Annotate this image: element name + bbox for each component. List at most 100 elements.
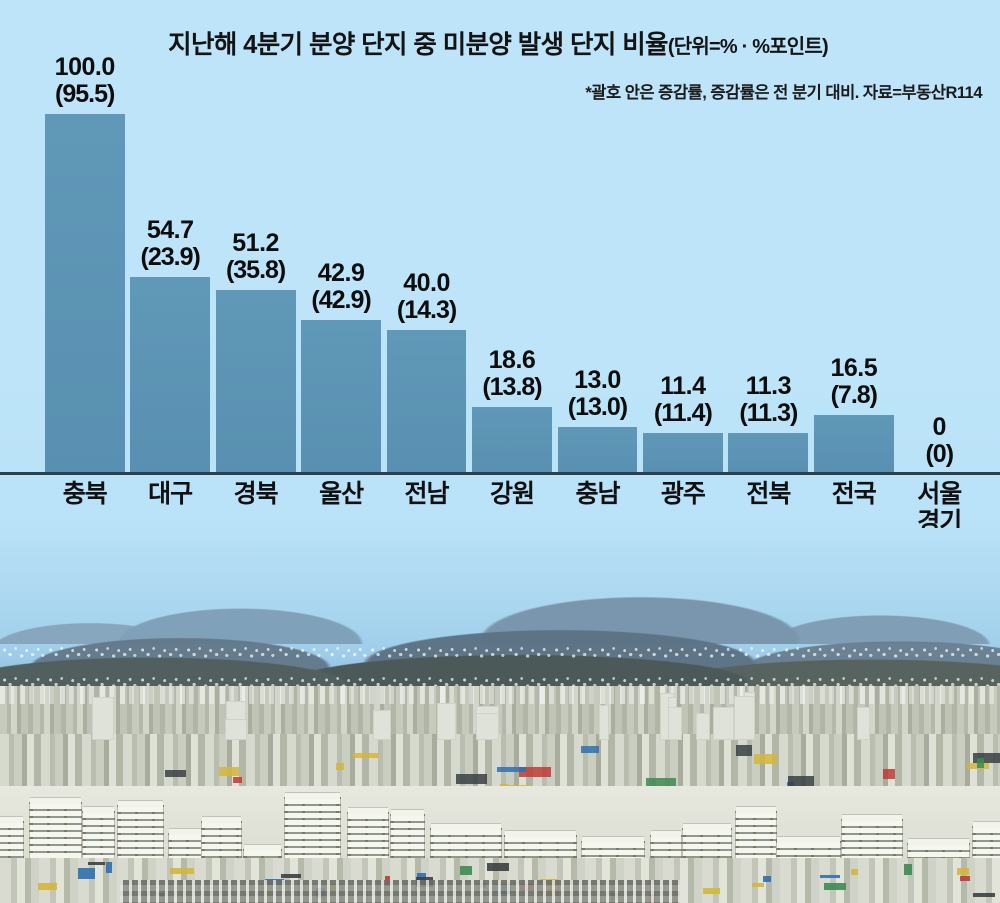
bar-value-number: 100.0 (54, 53, 116, 81)
x-axis-category-label: 광주 (660, 480, 706, 508)
x-axis-category-label: 전남 (404, 480, 450, 508)
bar-group: 13.0 (13.0) (557, 0, 638, 474)
x-axis-line (0, 472, 1000, 475)
x-axis-category-label: 충북 (62, 480, 108, 508)
bar-change-number: (13.8) (482, 373, 542, 401)
bar-value-label: 18.6 (13.8) (482, 347, 542, 401)
bar-울산[interactable] (301, 320, 382, 474)
x-axis-category-label: 울산 (319, 480, 364, 508)
building-signage (787, 776, 814, 787)
storefront-signage (38, 882, 57, 890)
bar-change-number: (11.3) (739, 399, 798, 427)
chart-area: 지난해 4분기 분양 단지 중 미분양 발생 단지 비율(단위=% · %포인트… (0, 0, 1000, 564)
bar-value-number: 54.7 (146, 216, 194, 244)
bar-value-label: 0 (0) (925, 414, 954, 468)
apartment-roof (842, 814, 902, 822)
chart-title-unit: (단위=% · %포인트) (667, 36, 829, 58)
mid-city-tower (696, 713, 711, 740)
building-signage (581, 746, 600, 753)
storefront-signage (960, 875, 970, 882)
building-signage (455, 773, 487, 785)
building-signage (976, 757, 985, 769)
bar-전국[interactable] (813, 415, 894, 474)
bar-value-label: 13.0 (13.0) (567, 367, 628, 421)
mid-city-tower (91, 696, 115, 740)
building-signage (496, 767, 526, 772)
parking-lot (120, 880, 680, 903)
building-signage (883, 768, 895, 779)
bar-change-number: (42.9) (311, 286, 371, 314)
storefront-signage (824, 882, 847, 891)
building-signage (335, 762, 345, 770)
bar-충북[interactable] (44, 114, 125, 474)
mid-city-tower (599, 705, 610, 740)
bar-group: 18.6 (13.8) (472, 0, 552, 474)
mid-city-tower (668, 706, 682, 740)
storefront-signage (702, 888, 720, 895)
bar-value-label: 11.4 (11.4) (654, 372, 713, 427)
bar-경북[interactable] (215, 290, 296, 474)
mid-city-tower (224, 718, 248, 740)
bar-value-label: 40.0 (14.3) (397, 269, 457, 324)
bar-group: 42.9 (42.9) (301, 0, 382, 474)
bar-value-label: 16.5 (7.8) (830, 354, 878, 409)
mid-city-tower (856, 707, 870, 740)
apartment-roof (29, 796, 81, 804)
page-title: 지난해 4분기 분양 단지 중 미분양 발생 단지 비율(단위=% · %포인트… (0, 24, 1000, 61)
storefront-signage (459, 865, 473, 875)
bar-충남[interactable] (557, 427, 638, 474)
storefront-signage (762, 876, 771, 882)
bar-change-number: (13.0) (567, 393, 628, 421)
storefront-signage (281, 874, 302, 878)
bar-group: 40.0 (14.3) (386, 0, 467, 474)
bar-대구[interactable] (130, 277, 211, 474)
cityscape-photo (0, 528, 1000, 903)
bar-전남[interactable] (386, 330, 467, 474)
far-rooftops (0, 686, 1000, 704)
x-axis-category-label: 충남 (575, 480, 620, 508)
apartment-roof (581, 835, 645, 843)
x-axis-category-label: 전북 (746, 480, 791, 508)
mid-city-tower (372, 709, 391, 740)
apartment-roof (431, 822, 502, 830)
apartment-roof (169, 828, 201, 836)
bar-value-number: 51.2 (232, 229, 279, 257)
apartment-roof (683, 822, 732, 830)
building-signage (735, 745, 752, 757)
apartment-roof (347, 806, 389, 814)
building-signage (218, 767, 240, 776)
bar-change-number: (35.8) (225, 256, 286, 284)
apartment-roof (284, 791, 341, 799)
chart-title-main: 지난해 4분기 분양 단지 중 미분양 발생 단지 비율 (168, 31, 668, 59)
bar-group: 100.0 (95.5) (44, 0, 125, 474)
bar-plot: 100.0 (95.5) 54.7 (23.9) 51.2 (35.8) 42.9 (42.9… (44, 0, 979, 474)
bar-광주[interactable] (642, 433, 723, 474)
storefront-signage (105, 861, 113, 873)
building-signage (646, 778, 676, 788)
bar-강원[interactable] (472, 407, 552, 474)
bar-value-label: 100.0 (95.5) (54, 53, 116, 108)
mid-city-tower (712, 707, 735, 740)
bar-value-number: 11.4 (660, 372, 706, 400)
mid-city-tower (733, 695, 755, 740)
apartment-roof (776, 836, 840, 844)
bar-change-number: (7.8) (830, 381, 878, 409)
bar-value-number: 11.3 (745, 372, 792, 400)
bar-group: 0 (0) (899, 0, 979, 474)
bar-group: 51.2 (35.8) (215, 0, 296, 474)
apartment-roof (504, 829, 576, 837)
bar-value-number: 16.5 (830, 354, 878, 382)
building-signage (353, 752, 379, 759)
bar-value-label: 11.3 (11.3) (739, 372, 798, 427)
building-signage (519, 766, 551, 777)
mid-city-tower (475, 712, 499, 740)
x-axis-category-label: 전국 (831, 480, 877, 508)
bar-value-number: 40.0 (403, 269, 450, 297)
apartment-roof (735, 806, 776, 814)
building-signage (754, 753, 777, 764)
storefront-signage (903, 864, 912, 875)
building-signage (164, 769, 187, 777)
bar-전북[interactable] (728, 433, 809, 474)
bar-group: 54.7 (23.9) (130, 0, 211, 474)
